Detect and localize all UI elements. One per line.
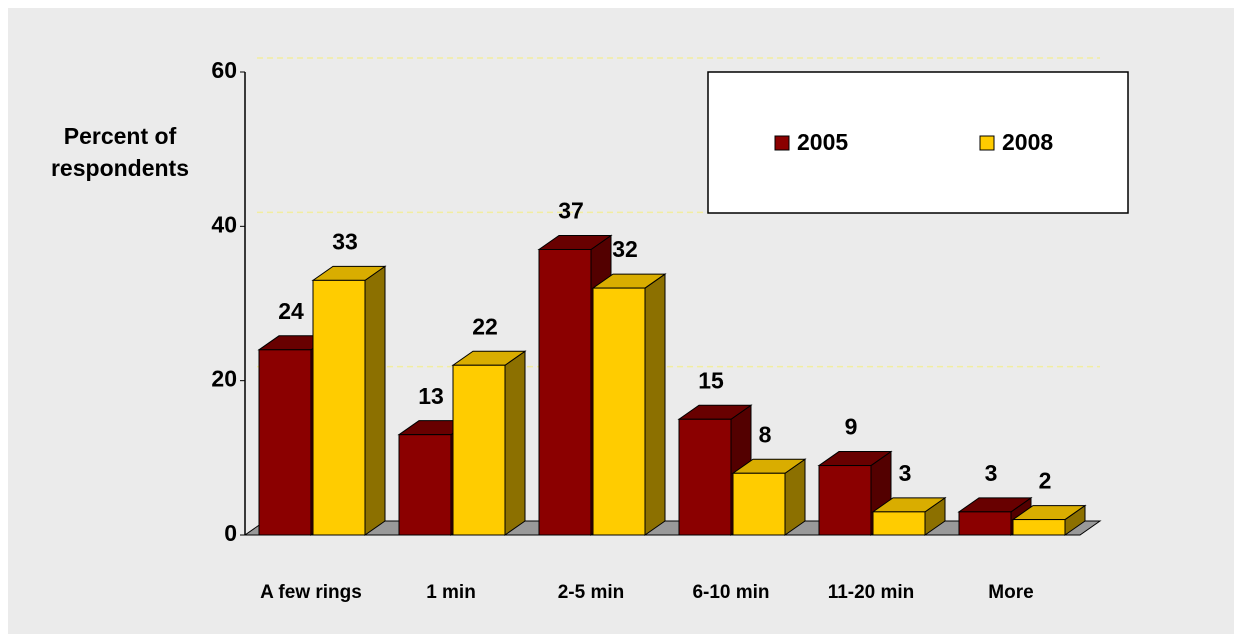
legend-box [707,71,1129,214]
bar [818,465,872,536]
data-label: 9 [845,414,858,440]
bar [538,248,592,536]
data-label: 32 [612,236,638,262]
bar [258,349,312,536]
data-label: 15 [698,367,724,393]
bar [872,511,926,536]
legend-label: 2008 [1002,129,1053,155]
x-tick-label: 6-10 min [692,582,770,603]
data-label: 13 [418,383,444,409]
bar-side [504,350,526,536]
x-tick-label: 11-20 min [827,582,915,603]
bar [732,472,786,536]
y-axis-label: Percent of respondents [50,123,190,181]
y-tick-label: 0 [224,520,237,546]
data-label: 37 [558,198,584,224]
x-tick-label: 2-5 min [557,582,625,603]
data-label: 24 [278,298,304,324]
legend-swatch [774,135,790,151]
y-tick-label: 60 [211,57,237,83]
data-label: 2 [1039,468,1052,494]
data-label: 22 [472,313,498,339]
bar [678,418,732,536]
data-label: 3 [985,460,998,486]
legend-swatch [979,135,995,151]
bar [398,434,452,536]
y-tick-label: 20 [211,366,237,392]
bar [312,279,366,536]
data-label: 3 [899,460,912,486]
y-tick-label: 40 [211,211,237,237]
bar [958,511,1012,536]
bar [1012,519,1066,536]
bar-side [364,265,386,536]
x-tick-label: A few rings [260,582,362,603]
data-label: 8 [759,421,772,447]
bar [592,287,646,536]
bar-side [644,273,666,536]
bar [452,364,506,536]
x-tick-label: More [988,582,1034,603]
legend-label: 2005 [797,129,848,155]
data-label: 33 [332,228,358,254]
x-tick-label: 1 min [426,582,476,603]
